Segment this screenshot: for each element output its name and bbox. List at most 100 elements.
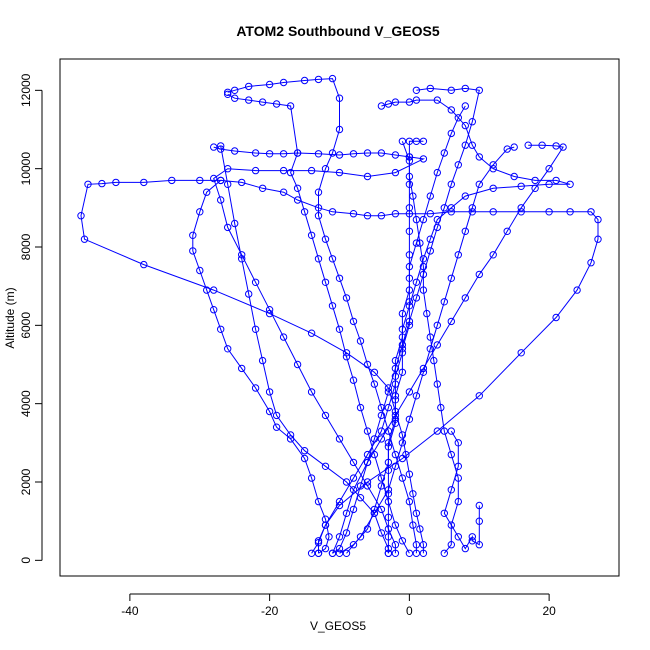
data-point — [231, 219, 239, 228]
data-point — [217, 142, 225, 150]
data-point — [314, 212, 323, 220]
data-point — [363, 360, 372, 369]
data-point — [433, 341, 441, 349]
data-point — [384, 544, 393, 553]
data-point — [356, 337, 365, 345]
data-point — [363, 172, 372, 181]
data-point — [189, 247, 197, 255]
data-point — [391, 462, 400, 470]
data-point — [140, 260, 148, 269]
data-point — [356, 482, 365, 490]
series-13 — [307, 102, 469, 557]
data-point — [335, 168, 344, 177]
data-point — [489, 184, 497, 193]
data-point — [245, 96, 253, 104]
data-point — [405, 137, 414, 146]
data-point — [433, 168, 441, 177]
data-point — [409, 490, 417, 498]
data-point — [391, 380, 400, 388]
data-point — [349, 486, 358, 494]
data-point — [409, 521, 417, 529]
data-point — [349, 150, 358, 158]
data-point — [405, 157, 414, 165]
data-point — [398, 431, 407, 439]
series-5 — [377, 96, 574, 557]
data-point — [412, 392, 421, 400]
data-point — [545, 180, 553, 189]
data-point — [461, 227, 469, 236]
data-point — [398, 309, 407, 318]
data-point — [538, 141, 546, 149]
data-point — [447, 129, 455, 138]
data-point — [335, 94, 344, 102]
data-point — [98, 179, 106, 188]
data-point — [335, 544, 344, 553]
data-point — [531, 176, 539, 185]
data-point — [461, 141, 469, 149]
y-tick-label: 12000 — [19, 73, 33, 107]
data-point — [363, 450, 372, 459]
data-point — [468, 141, 476, 149]
data-point — [447, 541, 455, 549]
data-point — [405, 302, 414, 310]
data-point — [238, 255, 246, 263]
data-point — [370, 380, 379, 388]
data-point — [454, 462, 462, 470]
data-point — [594, 235, 602, 243]
data-point — [447, 106, 455, 114]
data-point — [447, 450, 455, 459]
data-point — [377, 102, 386, 110]
data-point — [377, 411, 386, 420]
data-point — [426, 247, 434, 255]
data-point — [405, 204, 414, 212]
data-point — [440, 427, 448, 435]
data-point — [461, 192, 469, 200]
series-8 — [217, 176, 602, 557]
data-point — [335, 151, 344, 159]
data-point — [454, 251, 462, 259]
data-point — [447, 521, 455, 529]
data-point — [279, 78, 288, 87]
y-tick-label: 0 — [19, 557, 33, 564]
data-point — [258, 184, 267, 193]
data-point — [377, 427, 386, 435]
data-point — [335, 533, 344, 541]
data-point — [419, 286, 428, 294]
x-axis: -40 -20 0 20 — [121, 593, 556, 618]
data-point — [433, 96, 441, 104]
data-point — [545, 165, 553, 173]
data-point — [335, 497, 344, 506]
data-point — [489, 161, 497, 169]
data-point — [391, 98, 400, 106]
data-point — [398, 368, 407, 376]
data-point — [552, 176, 560, 185]
series-line — [332, 144, 564, 554]
data-point — [258, 356, 267, 365]
data-point — [203, 286, 211, 294]
data-point — [349, 317, 358, 326]
data-point — [349, 210, 358, 218]
data-point — [587, 259, 595, 267]
data-point — [251, 278, 260, 286]
data-point — [238, 364, 246, 373]
data-point — [440, 298, 448, 306]
data-point — [412, 509, 421, 517]
data-point — [419, 549, 428, 557]
series-11 — [398, 137, 462, 557]
data-point — [468, 533, 476, 541]
data-point — [398, 454, 407, 463]
data-point — [251, 384, 260, 392]
data-point — [377, 482, 386, 490]
data-point — [405, 210, 414, 218]
data-point — [377, 505, 386, 514]
series-line — [332, 87, 480, 554]
data-point — [196, 266, 204, 275]
data-point — [293, 184, 302, 193]
data-point — [503, 227, 511, 236]
data-point — [328, 549, 337, 557]
data-point — [440, 549, 448, 557]
data-point — [377, 149, 386, 157]
data-point — [419, 262, 428, 271]
data-point — [300, 447, 309, 455]
data-point — [524, 141, 532, 149]
